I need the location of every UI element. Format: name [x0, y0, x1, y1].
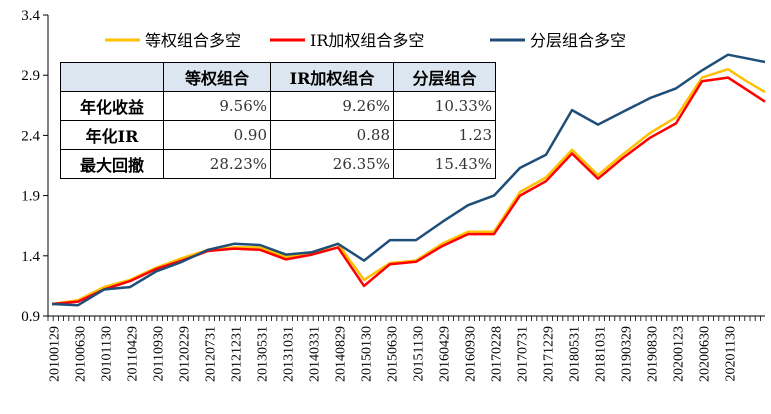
- table-row: 年化收益 9.56% 9.26% 10.33%: [60, 91, 496, 121]
- x-tick-label: 20160429: [438, 326, 453, 382]
- x-tick-label: 20110429: [126, 326, 141, 381]
- x-tick-label: 20110930: [152, 326, 167, 381]
- y-tick-label: 0.9: [21, 309, 40, 325]
- x-tick-label: 20170228: [490, 326, 505, 382]
- x-tick-label: 20121231: [230, 326, 245, 382]
- x-tick-label: 20200630: [698, 326, 713, 382]
- table-cell: 26.35%: [270, 149, 394, 179]
- table-cell: 28.23%: [163, 149, 271, 179]
- x-tick-label: 20120229: [178, 326, 193, 382]
- table-header-row: 等权组合 IR加权组合 分层组合: [60, 62, 496, 92]
- y-tick-label: 2.9: [21, 68, 40, 84]
- x-tick-label: 20100630: [74, 326, 89, 382]
- series-line-2: [51, 53, 766, 307]
- table-cell: 0.90: [163, 120, 271, 150]
- series-line-1: [51, 76, 766, 306]
- x-tick-label: 20170731: [516, 326, 531, 382]
- row-label: 年化IR: [60, 120, 164, 150]
- x-tick-label: 20150130: [360, 326, 375, 382]
- legend-label: 分层组合多空: [530, 31, 626, 50]
- x-tick-label: 20201130: [724, 326, 739, 381]
- y-tick-label: 2.4: [21, 128, 40, 144]
- y-tick-label: 3.4: [21, 8, 40, 24]
- table-cell: 10.33%: [393, 91, 496, 121]
- x-tick-label: 20190830: [646, 326, 661, 382]
- table-cell: 15.43%: [393, 149, 496, 179]
- x-tick-label: 20100129: [48, 326, 63, 382]
- x-tick-label: 20180531: [568, 326, 583, 382]
- x-tick-label: 20101130: [100, 326, 115, 381]
- x-tick-label: 20140331: [308, 326, 323, 382]
- x-tick-label: 20120731: [204, 326, 219, 382]
- table-row: 最大回撤 28.23% 26.35% 15.43%: [60, 149, 496, 179]
- x-tick-label: 20190329: [620, 326, 635, 382]
- table-cell: 0.88: [270, 120, 394, 150]
- y-tick-label: 1.4: [21, 249, 40, 265]
- table-cell: 9.26%: [270, 91, 394, 121]
- header-cell: IR加权组合: [270, 62, 394, 92]
- header-cell: [60, 62, 164, 92]
- header-cell: 分层组合: [393, 62, 496, 92]
- row-label: 最大回撤: [60, 149, 164, 179]
- table-cell: 1.23: [393, 120, 496, 150]
- x-tick-label: 20181031: [594, 326, 609, 382]
- x-tick-label: 20150630: [386, 326, 401, 382]
- legend-label: IR加权组合多空: [310, 31, 424, 50]
- x-tick-label: 20200123: [672, 326, 687, 382]
- table-row: 年化IR 0.90 0.88 1.23: [60, 120, 496, 150]
- x-tick-label: 20140829: [334, 326, 349, 382]
- x-tick-label: 20151130: [412, 326, 427, 381]
- header-cell: 等权组合: [163, 62, 271, 92]
- table-cell: 9.56%: [163, 91, 271, 121]
- row-label: 年化收益: [60, 91, 164, 121]
- stats-table: 等权组合 IR加权组合 分层组合 年化收益 9.56% 9.26% 10.33%…: [60, 62, 496, 179]
- x-tick-label: 20171229: [542, 326, 557, 382]
- legend-label: 等权组合多空: [145, 31, 241, 50]
- x-tick-label: 20131031: [282, 326, 297, 382]
- y-tick-label: 1.9: [21, 189, 40, 205]
- x-tick-label: 20160930: [464, 326, 479, 382]
- x-tick-label: 20130531: [256, 326, 271, 382]
